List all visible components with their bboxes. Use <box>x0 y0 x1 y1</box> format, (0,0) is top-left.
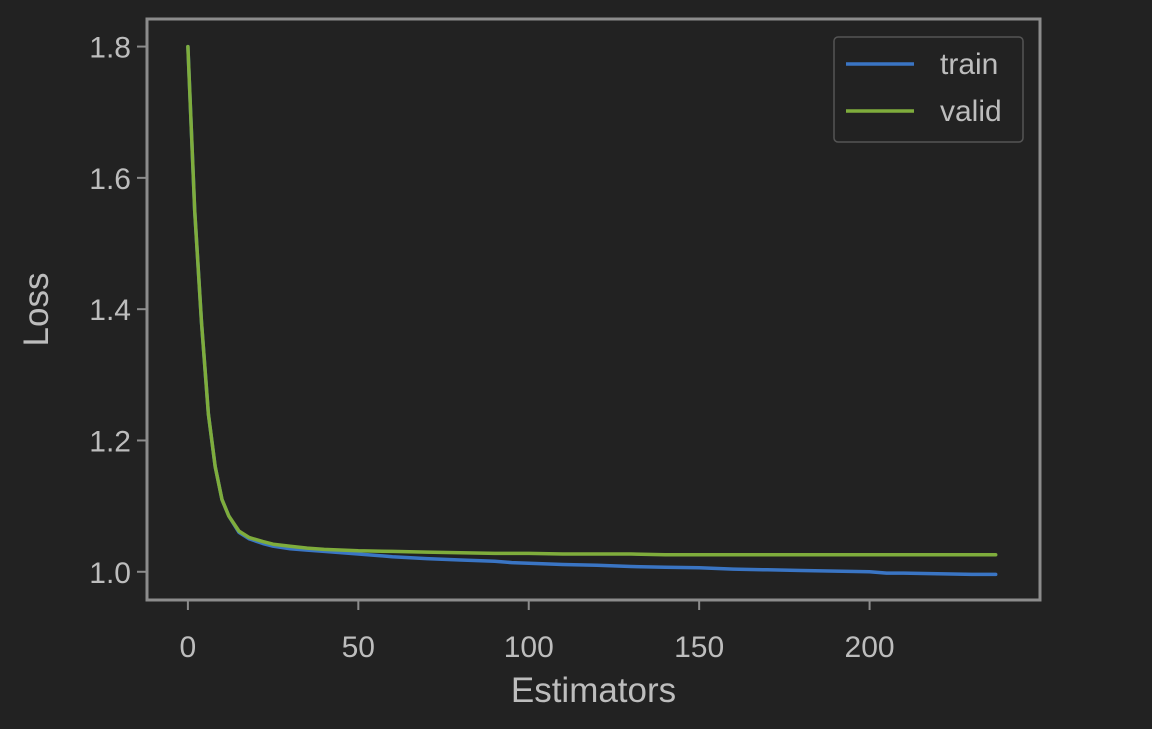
y-tick-label: 1.6 <box>89 163 131 196</box>
legend-label-train: train <box>940 48 998 81</box>
series-line-valid <box>186 44 998 557</box>
x-tick-label: 200 <box>845 631 895 664</box>
y-axis-label: Loss <box>17 273 56 347</box>
x-tick-label: 100 <box>504 631 554 664</box>
x-tick-label: 50 <box>342 631 375 664</box>
legend-label-valid: valid <box>940 95 1002 128</box>
y-tick-label: 1.2 <box>89 425 131 458</box>
legend: train valid <box>833 36 1024 143</box>
series-layer <box>186 44 998 577</box>
x-tick-label: 0 <box>180 631 197 664</box>
x-tick-label: 150 <box>674 631 724 664</box>
x-axis-label: Estimators <box>511 671 676 710</box>
y-tick-label: 1.4 <box>89 294 131 327</box>
x-axis: 0 50 100 150 200 <box>180 600 895 664</box>
y-axis: 1.0 1.2 1.4 1.6 1.8 <box>89 32 147 590</box>
y-tick-label: 1.8 <box>89 32 131 65</box>
y-tick-label: 1.0 <box>89 557 131 590</box>
